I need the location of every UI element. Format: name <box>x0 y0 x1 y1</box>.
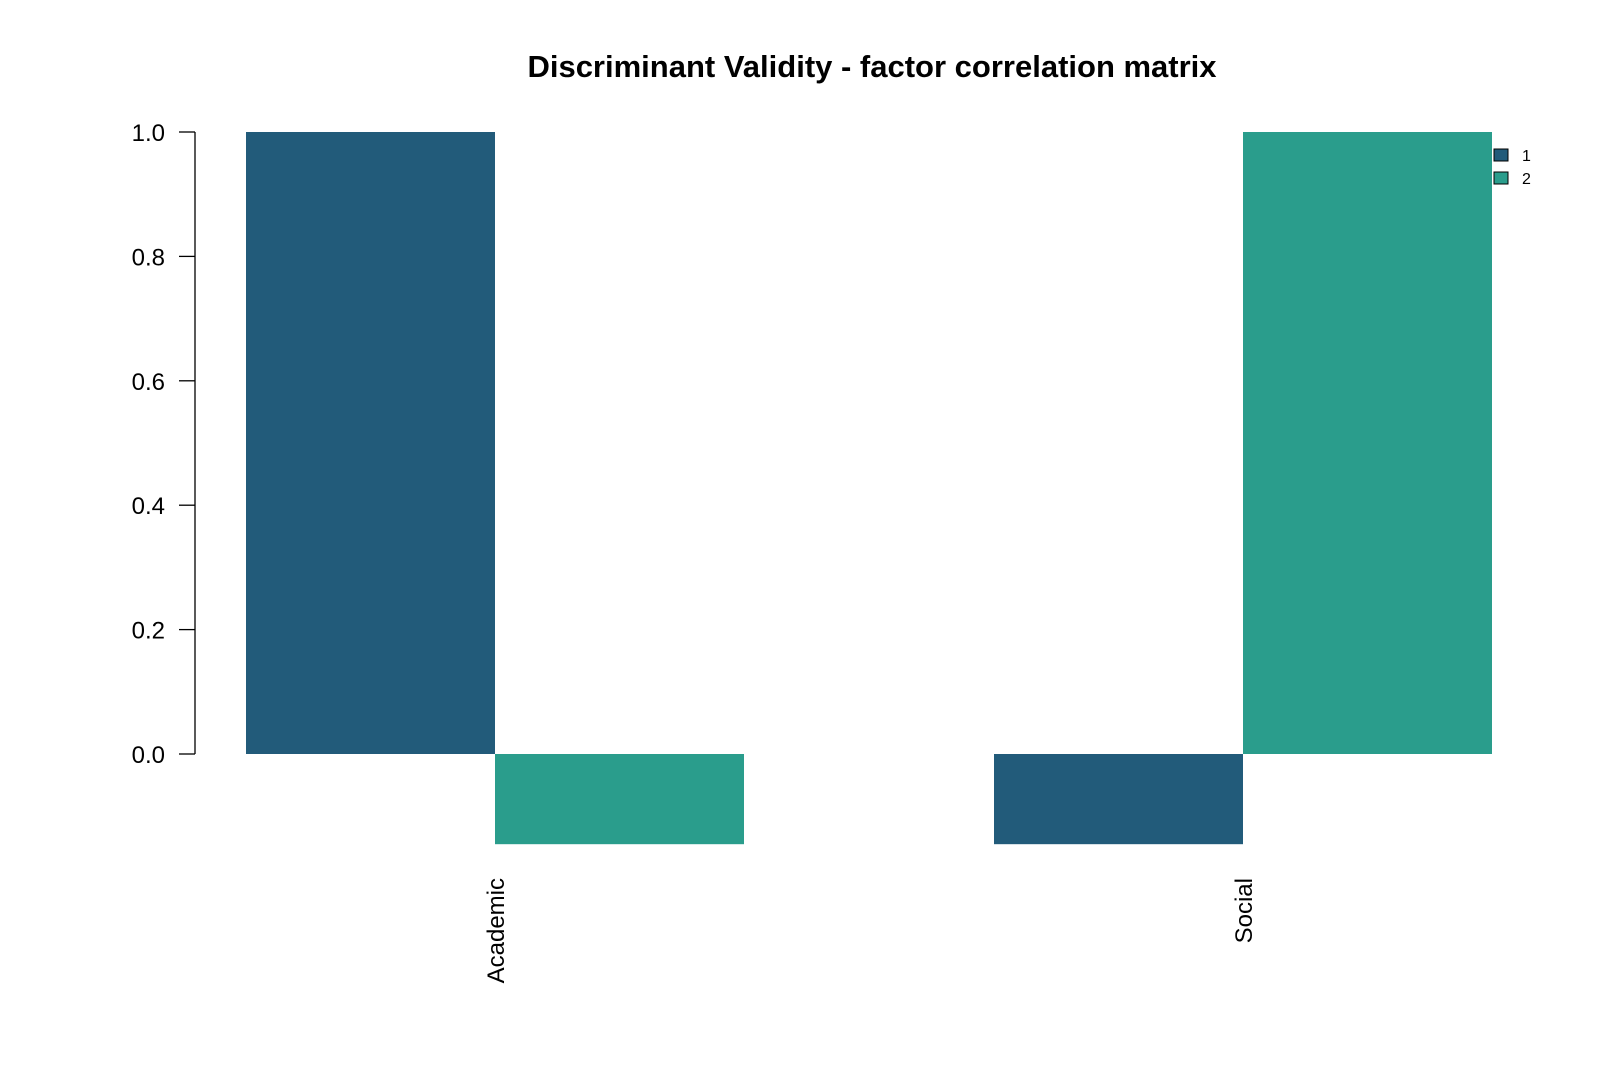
bar-academic-series-1 <box>246 132 495 754</box>
x-axis-labels: Academic Social <box>483 878 1258 983</box>
legend: 12 <box>1493 148 1531 188</box>
y-tick-label: 0.4 <box>132 493 165 520</box>
chart-title: Discriminant Validity - factor correlati… <box>527 49 1217 84</box>
bar-social-series-2 <box>1243 132 1492 754</box>
y-axis: 0.0 0.2 0.4 0.6 0.8 1.0 <box>132 120 196 769</box>
y-tick-label: 0.8 <box>132 244 165 271</box>
bar-social-series-1 <box>994 754 1243 845</box>
legend-label: 1 <box>1522 148 1531 165</box>
y-tick-label: 1.0 <box>132 120 165 147</box>
y-tick-label: 0.0 <box>132 742 165 769</box>
x-category-label: Social <box>1231 878 1258 943</box>
bars <box>246 132 1492 845</box>
legend-swatch-1 <box>1493 148 1509 162</box>
x-category-label: Academic <box>483 878 510 983</box>
bar-academic-series-2 <box>495 754 744 845</box>
legend-label: 2 <box>1522 171 1531 188</box>
legend-swatch-2 <box>1493 171 1509 185</box>
y-tick-label: 0.6 <box>132 369 165 396</box>
y-tick-label: 0.2 <box>132 618 165 645</box>
